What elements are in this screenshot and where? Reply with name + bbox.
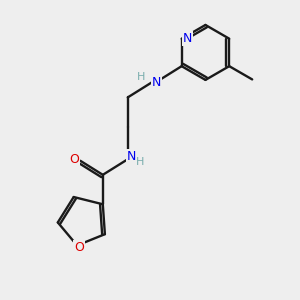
Text: H: H — [136, 157, 145, 167]
Text: O: O — [74, 241, 84, 254]
Text: N: N — [127, 150, 136, 163]
Text: N: N — [183, 32, 192, 45]
Text: O: O — [70, 153, 80, 166]
Text: N: N — [152, 76, 161, 89]
Text: H: H — [137, 72, 145, 82]
